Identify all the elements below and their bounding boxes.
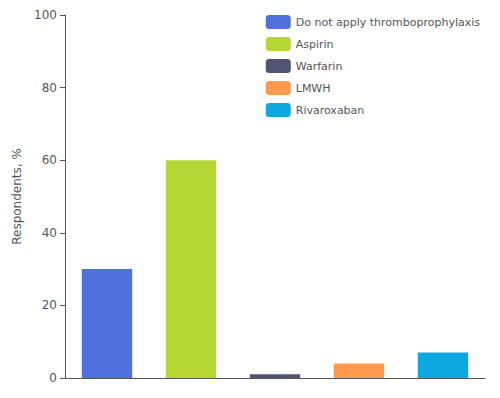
svg-text:Respondents, %: Respondents, % bbox=[10, 148, 24, 245]
svg-text:80: 80 bbox=[42, 81, 57, 95]
svg-text:Do not apply thromboprophylaxi: Do not apply thromboprophylaxis bbox=[296, 16, 481, 29]
svg-text:Aspirin: Aspirin bbox=[296, 38, 334, 51]
svg-text:0: 0 bbox=[49, 371, 57, 385]
svg-text:20: 20 bbox=[42, 298, 57, 312]
svg-text:Rivaroxaban: Rivaroxaban bbox=[296, 104, 365, 117]
svg-text:40: 40 bbox=[42, 226, 57, 240]
svg-text:100: 100 bbox=[34, 8, 57, 22]
svg-text:60: 60 bbox=[42, 153, 57, 167]
svg-text:LMWH: LMWH bbox=[296, 82, 331, 95]
svg-text:Warfarin: Warfarin bbox=[296, 60, 343, 73]
